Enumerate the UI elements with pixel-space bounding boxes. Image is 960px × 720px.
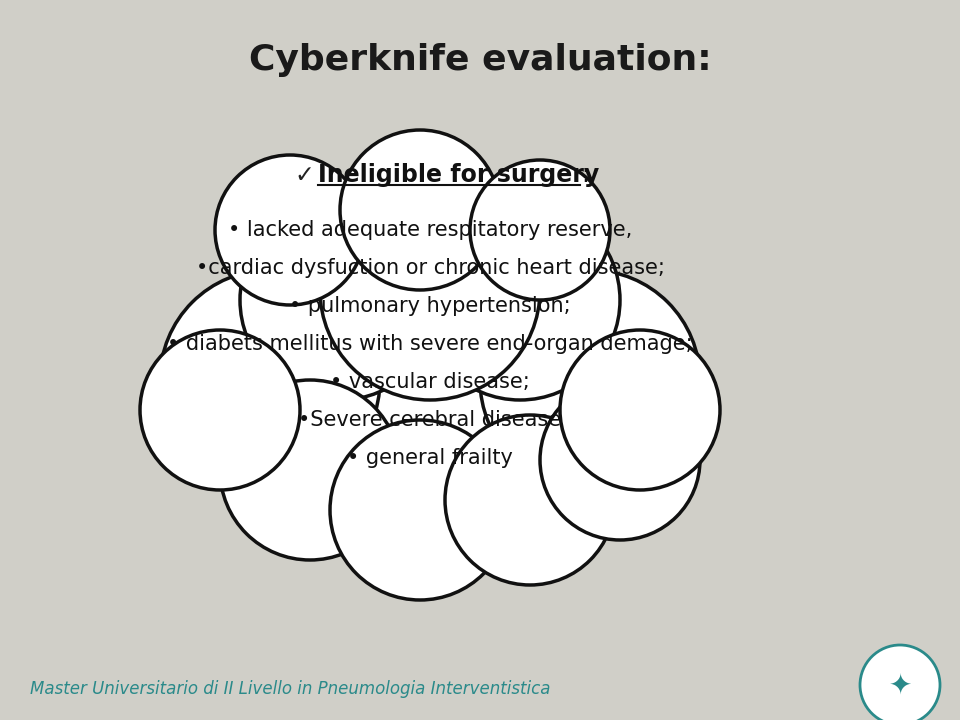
Circle shape (560, 330, 720, 490)
Text: •cardiac dysfuction or chronic heart disease;: •cardiac dysfuction or chronic heart dis… (196, 258, 664, 278)
Circle shape (320, 180, 540, 400)
Text: • pulmonary hypertension;: • pulmonary hypertension; (289, 296, 571, 316)
Circle shape (260, 210, 600, 550)
Text: • vascular disease;: • vascular disease; (330, 372, 530, 392)
Circle shape (260, 210, 600, 550)
Text: • general frailty: • general frailty (348, 448, 513, 468)
Circle shape (560, 330, 720, 490)
Circle shape (330, 420, 510, 600)
Circle shape (445, 415, 615, 585)
Circle shape (215, 155, 365, 305)
Circle shape (160, 270, 380, 490)
Circle shape (140, 330, 300, 490)
Circle shape (470, 160, 610, 300)
Circle shape (220, 380, 400, 560)
Circle shape (220, 380, 400, 560)
Circle shape (140, 330, 300, 490)
Circle shape (540, 380, 700, 540)
Circle shape (420, 200, 620, 400)
Text: • diabets mellitus with severe end-organ demage;: • diabets mellitus with severe end-organ… (167, 334, 693, 354)
Text: Cyberknife evaluation:: Cyberknife evaluation: (249, 43, 711, 77)
Circle shape (540, 380, 700, 540)
Circle shape (480, 270, 700, 490)
Circle shape (240, 200, 440, 400)
Text: ✓: ✓ (295, 163, 323, 187)
Text: :: : (581, 163, 588, 187)
Circle shape (330, 420, 510, 600)
Text: • lacked adequate respitatory reserve,: • lacked adequate respitatory reserve, (228, 220, 632, 240)
Text: Master Universitario di II Livello in Pneumologia Interventistica: Master Universitario di II Livello in Pn… (30, 680, 550, 698)
Circle shape (340, 130, 500, 290)
Circle shape (480, 270, 700, 490)
Circle shape (320, 180, 540, 400)
Text: ✦: ✦ (888, 671, 912, 699)
Circle shape (340, 130, 500, 290)
Circle shape (160, 270, 380, 490)
Text: •Severe cerebral disease: •Severe cerebral disease (299, 410, 562, 430)
Circle shape (420, 200, 620, 400)
Circle shape (215, 155, 365, 305)
Circle shape (445, 415, 615, 585)
Circle shape (240, 200, 440, 400)
Text: Ineligible for surgery: Ineligible for surgery (318, 163, 599, 187)
Circle shape (470, 160, 610, 300)
Circle shape (860, 645, 940, 720)
